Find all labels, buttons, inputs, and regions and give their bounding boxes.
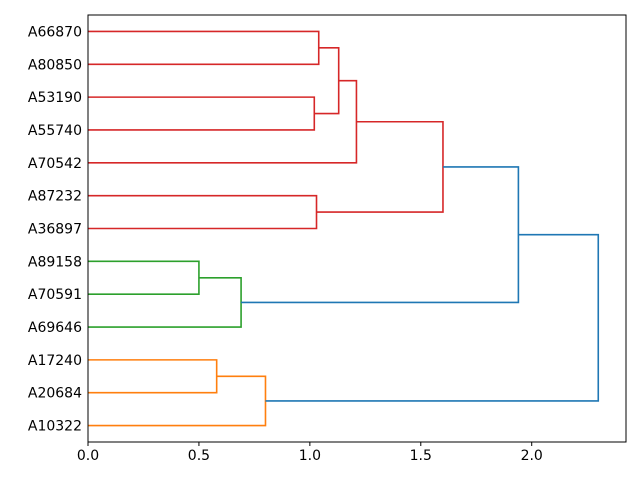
dendrogram-link-l1 — [88, 30, 320, 66]
leaf-label-a53190: A53190 — [28, 90, 82, 106]
x-tick-label: 2.0 — [521, 448, 543, 464]
leaf-label-a10322: A10322 — [28, 419, 82, 435]
axes-spines — [87, 14, 627, 443]
dendrogram-link-l4 — [88, 79, 358, 164]
x-tick-label: 0.5 — [188, 448, 210, 464]
leaf-label-a20684: A20684 — [28, 386, 82, 402]
leaf-label-a55740: A55740 — [28, 123, 82, 139]
dendrogram-link-l2 — [88, 96, 316, 131]
x-tick-label: 1.5 — [410, 448, 432, 464]
leaf-label-a87232: A87232 — [28, 189, 82, 205]
leaf-label-a80850: A80850 — [28, 57, 82, 73]
dendrogram-link-l11 — [88, 375, 267, 427]
dendrogram-link-l8 — [88, 276, 242, 328]
leaf-label-a70542: A70542 — [28, 156, 82, 172]
dendrogram-link-l9 — [241, 166, 520, 304]
leaf-label-a69646: A69646 — [28, 320, 82, 336]
leaf-label-a89158: A89158 — [28, 254, 82, 270]
dendrogram-link-l12 — [265, 233, 600, 402]
leaf-label-a36897: A36897 — [28, 222, 82, 238]
dendrogram-link-l5 — [88, 194, 318, 230]
leaf-label-a70591: A70591 — [28, 287, 82, 303]
leaf-label-a66870: A66870 — [28, 24, 82, 40]
dendrogram-link-l6 — [316, 120, 444, 213]
leaf-label-a17240: A17240 — [28, 353, 82, 369]
x-tick-label: 1.0 — [299, 448, 321, 464]
dendrogram-link-l7 — [88, 260, 200, 295]
x-tick-label: 0.0 — [77, 448, 99, 464]
dendrogram-link-l10 — [88, 359, 218, 394]
